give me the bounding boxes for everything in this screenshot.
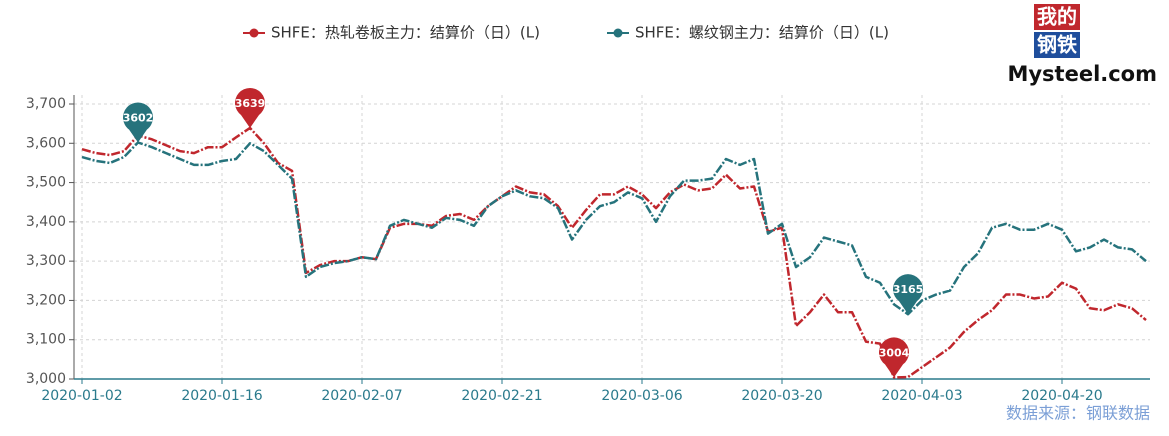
pin-label: 3004: [879, 346, 910, 359]
value-pin: [123, 102, 154, 143]
x-tick-label: 2020-04-03: [881, 388, 962, 404]
x-tick-label: 2020-03-06: [601, 388, 682, 404]
logo-box-blue: [1034, 32, 1080, 58]
value-pin: [235, 87, 266, 128]
pin-label: 3639: [235, 97, 266, 110]
y-tick-label: 3,700: [26, 96, 66, 112]
y-tick-label: 3,400: [26, 214, 66, 230]
x-tick-label: 2020-02-21: [461, 388, 542, 404]
legend-label: SHFE：热轧卷板主力：结算价（日）(L): [271, 24, 540, 42]
x-tick-label: 2020-01-16: [181, 388, 262, 404]
x-tick-label: 2020-04-20: [1021, 388, 1102, 404]
y-tick-label: 3,300: [26, 253, 66, 269]
logo-box-red: [1034, 4, 1080, 30]
y-tick-label: 3,100: [26, 332, 66, 348]
y-tick-label: 3,000: [26, 371, 66, 387]
y-tick-label: 3,500: [26, 175, 66, 191]
source-note: 数据来源：钢联数据: [1006, 404, 1150, 423]
legend-label: SHFE：螺纹钢主力：结算价（日）(L): [635, 24, 889, 42]
series-line: [81, 126, 1147, 379]
legend-dot: [613, 28, 623, 38]
pin-label: 3602: [123, 112, 154, 125]
series-line: [81, 141, 1147, 316]
logo-text: 我的: [1037, 5, 1077, 29]
legend-dot: [249, 28, 259, 38]
logo-text: Mysteel.com: [1007, 62, 1157, 86]
logo-text: 钢铁: [1037, 33, 1077, 57]
y-tick-label: 3,200: [26, 292, 66, 308]
x-tick-label: 2020-03-20: [741, 388, 822, 404]
y-tick-label: 3,600: [26, 135, 66, 151]
pin-label: 3165: [893, 283, 924, 296]
x-tick-label: 2020-01-02: [41, 388, 122, 404]
value-pin: [893, 274, 924, 315]
x-tick-label: 2020-02-07: [321, 388, 402, 404]
value-pin: [879, 337, 909, 378]
